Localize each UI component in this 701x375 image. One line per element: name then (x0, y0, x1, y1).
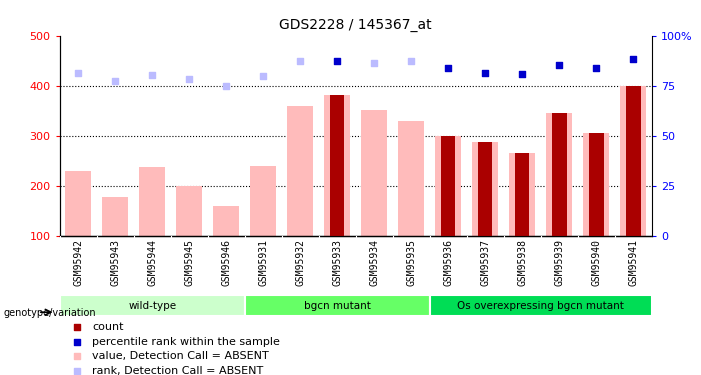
Point (257, 73, 268, 79)
Bar (325, 95, 350, 236)
Point (72, 324, 83, 330)
Text: GSM95943: GSM95943 (110, 239, 120, 286)
Bar (398, 121, 424, 236)
Point (109, 78, 121, 84)
Text: GSM95935: GSM95935 (407, 239, 416, 286)
Bar (435, 136, 461, 236)
Point (628, 56, 639, 62)
Bar (176, 186, 202, 236)
Text: GSM95938: GSM95938 (517, 239, 527, 286)
Bar (590, 134, 604, 236)
Text: genotype/variation: genotype/variation (4, 308, 96, 318)
Bar (245, 295, 430, 316)
Bar (213, 206, 239, 236)
Bar (620, 86, 646, 236)
Bar (250, 166, 276, 236)
Text: GSM95942: GSM95942 (73, 239, 83, 286)
Text: GSM95939: GSM95939 (554, 239, 564, 286)
Text: rank, Detection Call = ABSENT: rank, Detection Call = ABSENT (92, 366, 264, 375)
Bar (430, 295, 652, 316)
Bar (102, 197, 128, 236)
Point (406, 58, 417, 64)
Point (221, 83, 232, 89)
Text: GSM95931: GSM95931 (258, 239, 268, 286)
Text: GSM95936: GSM95936 (443, 239, 454, 286)
Text: GSM95945: GSM95945 (184, 239, 194, 286)
Text: GSM95941: GSM95941 (628, 239, 639, 286)
Point (554, 62, 565, 68)
Point (443, 65, 454, 71)
Bar (361, 110, 387, 236)
Bar (330, 95, 344, 236)
Text: GSM95944: GSM95944 (147, 239, 157, 286)
Text: GSM95940: GSM95940 (592, 239, 601, 286)
Bar (478, 142, 493, 236)
Text: value, Detection Call = ABSENT: value, Detection Call = ABSENT (92, 351, 269, 361)
Point (72, 70, 83, 76)
Point (369, 60, 380, 66)
Bar (552, 113, 566, 236)
Text: GSM95932: GSM95932 (295, 239, 305, 286)
Text: GSM95937: GSM95937 (480, 239, 490, 286)
Bar (510, 153, 536, 236)
Point (72, 368, 83, 374)
Point (147, 72, 158, 78)
Text: count: count (92, 322, 123, 332)
Text: wild-type: wild-type (128, 301, 176, 310)
Text: Os overexpressing bgcn mutant: Os overexpressing bgcn mutant (458, 301, 625, 310)
Point (517, 71, 528, 77)
Point (479, 70, 491, 76)
Point (72, 353, 83, 359)
Point (332, 58, 343, 64)
Bar (65, 171, 91, 236)
Point (184, 76, 195, 82)
Text: GSM95934: GSM95934 (369, 239, 379, 286)
Text: percentile rank within the sample: percentile rank within the sample (92, 337, 280, 347)
Bar (60, 295, 245, 316)
Bar (139, 167, 165, 236)
Bar (472, 142, 498, 236)
Text: GSM95933: GSM95933 (332, 239, 342, 286)
Bar (626, 86, 641, 236)
Point (72, 339, 83, 345)
Bar (515, 153, 529, 236)
Title: GDS2228 / 145367_at: GDS2228 / 145367_at (280, 18, 432, 32)
Bar (441, 136, 456, 236)
Point (294, 58, 306, 64)
Point (591, 65, 602, 71)
Bar (287, 106, 313, 236)
Text: GSM95946: GSM95946 (222, 239, 231, 286)
Text: bgcn mutant: bgcn mutant (304, 301, 371, 310)
Bar (583, 134, 609, 236)
Bar (546, 113, 572, 236)
